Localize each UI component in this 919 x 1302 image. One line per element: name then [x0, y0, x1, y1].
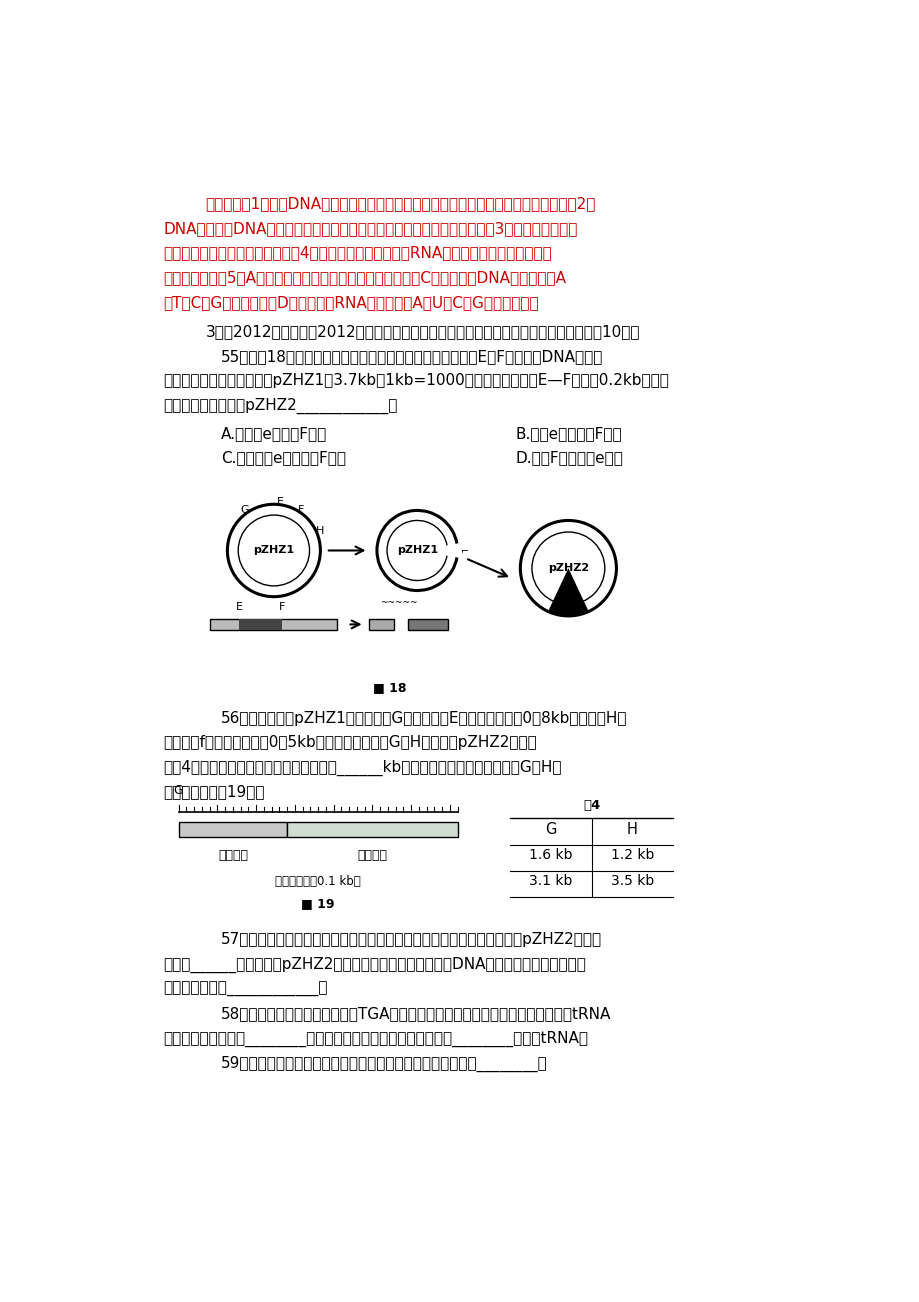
Bar	[210, 618, 337, 630]
Text: 么所形成的重组质粒pZHZ2____________。: 么所形成的重组质粒pZHZ2____________。	[163, 398, 397, 414]
Text: 动转录过程。（5）A选项体现了蛋白酶和蛋白质特异性结合；C选项体现了DNA单链之间的A: 动转录过程。（5）A选项体现了蛋白酶和蛋白质特异性结合；C选项体现了DNA单链之…	[163, 271, 565, 285]
Text: ⌐: ⌐	[461, 546, 469, 556]
Bar	[178, 822, 287, 837]
Text: 55。如图18所示，若用两种识别切割序列完全不同的限制酶E和F从基因组DNA上切下: 55。如图18所示，若用两种识别切割序列完全不同的限制酶E和F从基因组DNA上切…	[221, 349, 603, 363]
Text: （每小格代表0.1 kb）: （每小格代表0.1 kb）	[275, 875, 360, 888]
Text: B.能被e但不能被F切开: B.能被e但不能被F切开	[516, 426, 621, 441]
Text: E: E	[235, 603, 243, 612]
Text: DNA酶能催化DNA的分解，不能催化蛋白质的水解；体现了酶的专一性。（3）目的基因上应该: DNA酶能催化DNA的分解，不能催化蛋白质的水解；体现了酶的专一性。（3）目的基…	[163, 221, 577, 236]
Text: G: G	[174, 784, 183, 797]
Text: pZHZ1: pZHZ1	[396, 546, 437, 556]
Text: 与T、C与G特异性结合；D选项体现了RNA单链之间的A与U、C与G特异性结合。: 与T、C与G特异性结合；D选项体现了RNA单链之间的A与U、C与G特异性结合。	[163, 294, 539, 310]
Text: E: E	[277, 497, 283, 506]
Text: 58．上述目的基因模板链中的。TGA序列对应一个密码子，翻译时识别该密码子的tRNA: 58．上述目的基因模板链中的。TGA序列对应一个密码子，翻译时识别该密码子的tR…	[221, 1006, 611, 1021]
Text: pZHZ2: pZHZ2	[547, 564, 588, 573]
Text: 3.1 kb: 3.1 kb	[528, 874, 572, 888]
Text: 具有限制性内切酶的识别序列。（4）基因上的启动子可以和RNA聚合酵发生特异性结合，启: 具有限制性内切酶的识别序列。（4）基因上的启动子可以和RNA聚合酵发生特异性结合…	[163, 246, 551, 260]
Text: 据表4所列酵切结果判断目的基因的大小为______kb；并将目的基因内部的限制酶G和H切: 据表4所列酵切结果判断目的基因的大小为______kb；并将目的基因内部的限制酶…	[163, 760, 561, 776]
Text: G: G	[240, 505, 248, 516]
Text: 质粒区域: 质粒区域	[218, 849, 248, 862]
Text: H: H	[316, 526, 324, 536]
Text: 割位点标注在图19中。: 割位点标注在图19中。	[163, 785, 265, 799]
Text: G: G	[545, 822, 556, 836]
Text: 表4: 表4	[583, 799, 599, 812]
Text: 割位点距f限制酶切割位点0．5kb。若分别用限制酶G和H酶切两份pZHZ2样品，: 割位点距f限制酶切割位点0．5kb。若分别用限制酶G和H酶切两份pZHZ2样品，	[163, 736, 536, 750]
Text: F: F	[278, 603, 285, 612]
Text: C.既不能被e也不能被F切开: C.既不能被e也不能被F切开	[221, 450, 346, 465]
Text: ■ 19: ■ 19	[301, 897, 335, 910]
Bar	[407, 618, 448, 630]
Text: F: F	[298, 505, 304, 514]
Bar	[239, 618, 281, 630]
Bar	[369, 618, 393, 630]
Text: pZHZ1: pZHZ1	[253, 546, 294, 556]
Text: 目的基因: 目的基因	[357, 849, 387, 862]
Text: 目的基因，并将之取代质粒pZHZ1（3.7kb，1kb=1000对碹基）上相应的E—F区域（0.2kb），那: 目的基因，并将之取代质粒pZHZ1（3.7kb，1kb=1000对碹基）上相应的…	[163, 374, 668, 388]
Wedge shape	[548, 568, 588, 616]
Text: 59．下列四幅图中能正确反映目的基因转录产物内部结构的是________。: 59．下列四幅图中能正确反映目的基因转录产物内部结构的是________。	[221, 1056, 548, 1072]
Text: 山羊的______细胞中。若pZHZ2进入细胞后插入在一条染色体DNA上，那么获得转基因纯合: 山羊的______细胞中。若pZHZ2进入细胞后插入在一条染色体DNA上，那么获…	[163, 957, 585, 973]
Text: 子山羊的方式是____________。: 子山羊的方式是____________。	[163, 982, 327, 997]
Text: 1.6 kb: 1.6 kb	[528, 848, 572, 862]
Text: 【解析】（1）连接DNA片段的是化学键是磷酸二酵键；氨基酸通过肍键连接成能常。（2）: 【解析】（1）连接DNA片段的是化学键是磷酸二酵键；氨基酸通过肍键连接成能常。（…	[206, 197, 596, 211]
Text: D.能被F但不能被e切开: D.能被F但不能被e切开	[516, 450, 623, 465]
Text: 上相应的碗基序列是________。一般而言，一个核糖体可同时容纳________分子的tRNA。: 上相应的碗基序列是________。一般而言，一个核糖体可同时容纳_______…	[163, 1031, 587, 1047]
Text: H: H	[626, 822, 637, 836]
Text: A.既能被e也能被F切开: A.既能被e也能被F切开	[221, 426, 327, 441]
Text: 57．若想在山羊的乳汁中收获上述目的基因的表达产物，则需将重组质粒pZHZ2导入至: 57．若想在山羊的乳汁中收获上述目的基因的表达产物，则需将重组质粒pZHZ2导入…	[221, 932, 602, 948]
Bar	[287, 822, 457, 837]
Text: ~~~~~: ~~~~~	[380, 599, 417, 607]
Text: ■ 18: ■ 18	[373, 681, 406, 694]
Text: 1.2 kb: 1.2 kb	[610, 848, 653, 862]
Text: 3.5 kb: 3.5 kb	[610, 874, 653, 888]
Text: 3．（2012上海卷）（2012上海卷）（六）回答下列有关遗传信息传递和表达的问题。（10分）: 3．（2012上海卷）（2012上海卷）（六）回答下列有关遗传信息传递和表达的问…	[206, 324, 640, 339]
Text: 56．已知在质粒pZHZ1中，限制酶G切割位点距E限制酶切割位点0．8kb，限制酶H切: 56．已知在质粒pZHZ1中，限制酶G切割位点距E限制酶切割位点0．8kb，限制…	[221, 711, 627, 725]
